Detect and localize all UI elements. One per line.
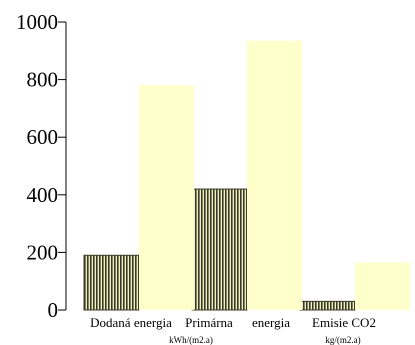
bar-group: [83, 40, 410, 311]
x-label-energia: energia: [252, 315, 290, 330]
y-tick-label: 600: [27, 125, 59, 149]
bar-series1-group3: [299, 300, 356, 311]
x-axis-labels: Dodaná energia Primárna energia Emisie C…: [90, 315, 376, 330]
y-tick-label: 0: [48, 298, 59, 322]
unit-label-emissions: kg/(m2.a): [325, 335, 360, 345]
x-label-dodana-energia: Dodaná energia: [90, 315, 172, 330]
bar-series2-group2: [247, 40, 302, 310]
x-label-primarna: Primárna: [185, 315, 233, 330]
bar-series1-group1: [83, 254, 140, 311]
bar-series2-group1: [139, 85, 194, 310]
x-label-emisie-co2: Emisie CO2: [312, 315, 376, 330]
y-axis-ticks: 1000 800 600 400 200 0: [16, 10, 66, 322]
unit-labels: kWh/(m2.a) kg/(m2.a): [169, 335, 360, 345]
y-tick-label: 200: [27, 240, 59, 264]
y-tick-label: 1000: [16, 10, 58, 34]
bar-series2-group3: [355, 262, 410, 310]
unit-label-energy: kWh/(m2.a): [169, 335, 213, 345]
y-tick-label: 400: [27, 183, 59, 207]
y-tick-label: 800: [27, 68, 59, 92]
bar-series1-group2: [191, 188, 248, 311]
